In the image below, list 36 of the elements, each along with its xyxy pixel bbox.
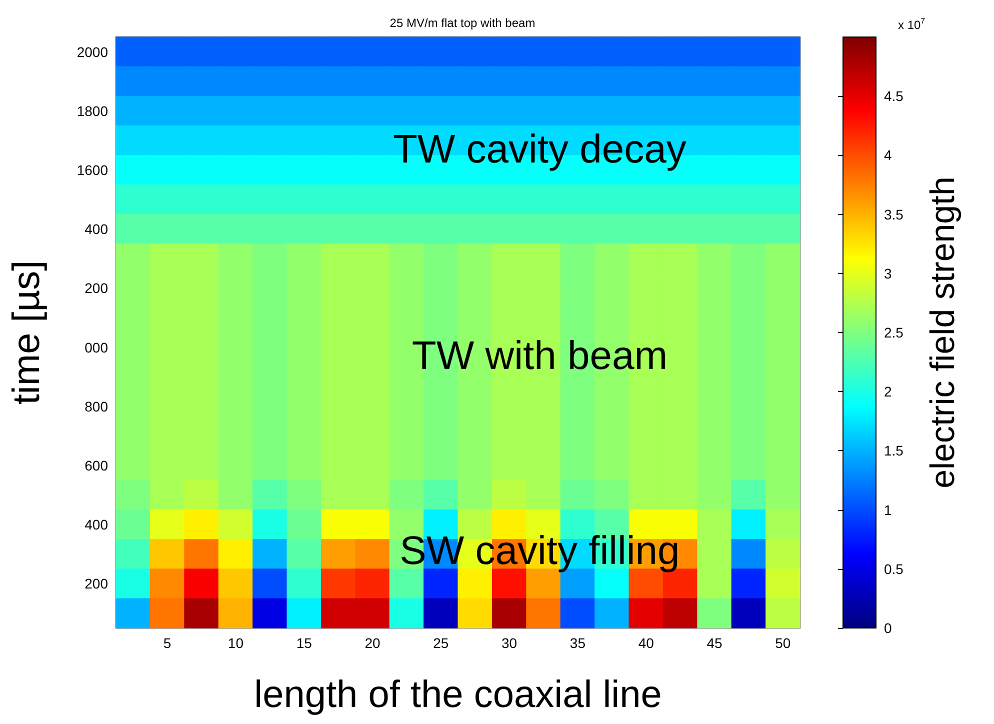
color-bar-label: 1 [884, 502, 892, 518]
x-tick-label: 40 [638, 635, 654, 651]
y-tick-label: 200 [84, 576, 108, 592]
x-tick-label: 10 [228, 635, 244, 651]
x-tick-label: 20 [364, 635, 380, 651]
color-bar-label: 4 [884, 147, 892, 164]
annotation: TW cavity decay [392, 127, 686, 172]
x-tick-label: 30 [502, 635, 518, 651]
y-tick-label: 800 [84, 398, 108, 414]
y-axis-title: time [µs] [6, 260, 48, 405]
color-bar-title: electric field strength [924, 176, 962, 488]
x-tick-label: 25 [433, 635, 449, 651]
color-bar-label: 4.5 [884, 88, 904, 104]
y-tick-label: 600 [84, 457, 108, 474]
color-bar-label: 3.5 [884, 206, 904, 222]
x-tick-label: 35 [570, 635, 586, 651]
annotation: TW with beam [412, 334, 668, 378]
color-bar-label: 0.5 [884, 560, 904, 577]
y-tick-label: 1600 [76, 162, 108, 178]
x-tick-label: 50 [775, 635, 791, 651]
x-axis-title: length of the coaxial line [254, 674, 662, 716]
color-bar-label: 0 [884, 620, 892, 636]
x-tick-label: 5 [163, 635, 172, 651]
chart-title: 25 MV/m flat top with beam [390, 16, 536, 30]
y-tick-label: 000 [84, 339, 108, 356]
color-bar-label: 2 [884, 384, 892, 400]
y-tick-label: 400 [84, 516, 108, 533]
x-tick-label: 45 [706, 635, 722, 651]
y-tick-label: 1800 [76, 102, 108, 119]
color-bar-label: 2.5 [884, 324, 904, 340]
y-tick-label: 400 [84, 221, 108, 238]
color-bar-label: 1.5 [884, 442, 904, 459]
color-bar-label: 3 [884, 265, 892, 282]
y-tick-label: 200 [84, 280, 108, 296]
y-tick-label: 2000 [76, 44, 108, 60]
x-tick-label: 15 [296, 635, 312, 651]
